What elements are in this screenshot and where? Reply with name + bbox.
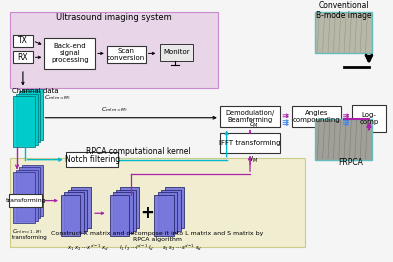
FancyBboxPatch shape: [315, 119, 372, 160]
Text: $C_{m(m=M)}$: $C_{m(m=M)}$: [44, 94, 72, 102]
Text: Demodulation/
Beamforming: Demodulation/ Beamforming: [226, 110, 275, 123]
Text: transforming: transforming: [12, 235, 48, 240]
FancyBboxPatch shape: [220, 133, 280, 153]
FancyBboxPatch shape: [220, 106, 280, 128]
Text: Angles
compounding: Angles compounding: [292, 110, 340, 123]
Text: $C_{m(m=M)}$: $C_{m(m=M)}$: [101, 106, 128, 114]
Text: IFFT transforming: IFFT transforming: [219, 140, 281, 146]
Text: RX: RX: [18, 53, 28, 62]
Text: FRPCA: FRPCA: [338, 159, 363, 167]
Text: $\tilde{c}_M$: $\tilde{c}_M$: [249, 119, 259, 130]
FancyBboxPatch shape: [13, 96, 35, 147]
FancyBboxPatch shape: [10, 158, 305, 247]
FancyBboxPatch shape: [353, 105, 386, 132]
FancyBboxPatch shape: [68, 190, 87, 231]
Text: +: +: [140, 204, 154, 222]
FancyBboxPatch shape: [22, 89, 43, 140]
Text: Construct X matrix and decompose it into L matrix and S matrix by
RPCA algorithm: Construct X matrix and decompose it into…: [51, 231, 264, 242]
Text: Back-end
signal
processing: Back-end signal processing: [51, 43, 88, 63]
Text: Ultrasound imaging system: Ultrasound imaging system: [56, 13, 172, 22]
FancyBboxPatch shape: [13, 172, 35, 223]
FancyBboxPatch shape: [19, 167, 40, 218]
FancyBboxPatch shape: [315, 13, 372, 53]
FancyBboxPatch shape: [116, 190, 136, 231]
Text: Notch filtering: Notch filtering: [64, 155, 120, 164]
Text: $C_{m(m=1\ldots M)}$: $C_{m(m=1\ldots M)}$: [12, 228, 42, 236]
Text: TX: TX: [18, 36, 28, 45]
FancyBboxPatch shape: [16, 94, 38, 145]
FancyBboxPatch shape: [19, 91, 40, 142]
Text: $I_M$: $I_M$: [250, 155, 258, 165]
FancyBboxPatch shape: [9, 194, 42, 208]
FancyBboxPatch shape: [120, 187, 140, 228]
FancyBboxPatch shape: [160, 44, 193, 61]
FancyBboxPatch shape: [154, 195, 174, 236]
FancyBboxPatch shape: [165, 187, 184, 228]
FancyBboxPatch shape: [107, 46, 146, 63]
FancyBboxPatch shape: [16, 170, 38, 221]
FancyBboxPatch shape: [13, 35, 33, 47]
FancyBboxPatch shape: [13, 51, 33, 63]
Text: Channal data: Channal data: [12, 88, 59, 94]
FancyBboxPatch shape: [161, 190, 181, 231]
FancyBboxPatch shape: [110, 195, 129, 236]
FancyBboxPatch shape: [10, 13, 218, 89]
Text: $s_1\ s_2\ \cdots s^{d-1}\ s_d$: $s_1\ s_2\ \cdots s^{d-1}\ s_d$: [162, 243, 202, 253]
FancyBboxPatch shape: [158, 192, 177, 233]
FancyBboxPatch shape: [71, 187, 91, 228]
FancyBboxPatch shape: [66, 152, 118, 167]
Text: Monitor: Monitor: [163, 50, 190, 56]
Text: $l_1\ l_2\ \cdots l^{d-1}\ l_d$: $l_1\ l_2\ \cdots l^{d-1}\ l_d$: [119, 243, 154, 253]
Text: $x_1\ x_2\ \cdots x^{d-1}\ x_d$: $x_1\ x_2\ \cdots x^{d-1}\ x_d$: [67, 243, 109, 253]
Text: RPCA computational kernel: RPCA computational kernel: [86, 147, 190, 156]
FancyBboxPatch shape: [113, 192, 132, 233]
Text: Log-
comp: Log- comp: [359, 112, 378, 125]
Text: Conventional
B-mode image: Conventional B-mode image: [316, 1, 371, 20]
Text: Scan
conversion: Scan conversion: [107, 48, 145, 61]
FancyBboxPatch shape: [64, 192, 84, 233]
FancyBboxPatch shape: [22, 165, 43, 216]
FancyBboxPatch shape: [158, 42, 211, 67]
FancyBboxPatch shape: [61, 195, 81, 236]
FancyBboxPatch shape: [44, 38, 95, 69]
FancyBboxPatch shape: [292, 106, 341, 128]
Text: transforming: transforming: [6, 198, 46, 203]
